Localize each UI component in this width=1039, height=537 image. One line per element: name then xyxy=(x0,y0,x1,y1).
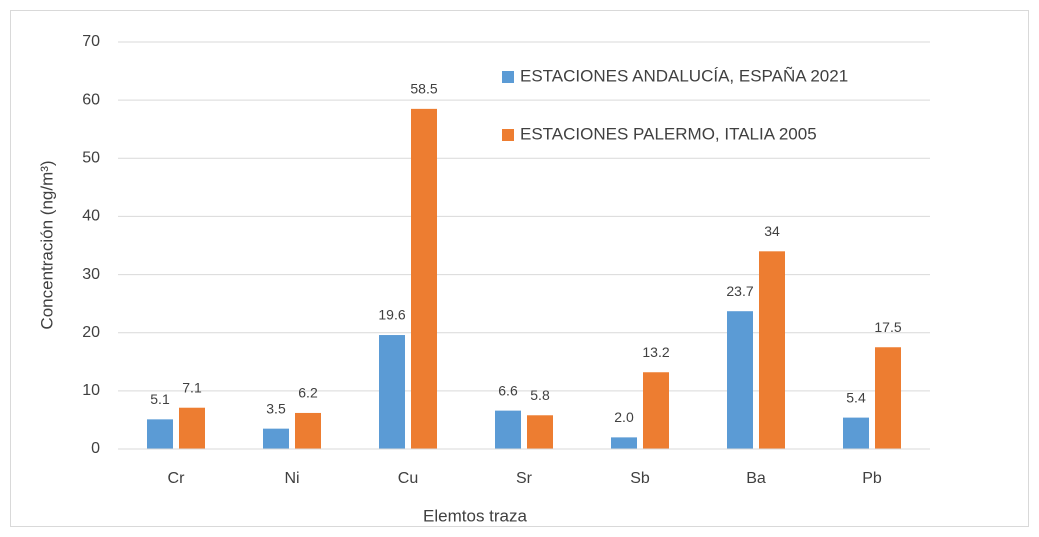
value-label: 7.1 xyxy=(182,379,202,395)
y-axis-title: Concentración (ng/m³) xyxy=(37,160,56,329)
value-label: 34 xyxy=(764,223,780,239)
value-label: 13.2 xyxy=(642,344,669,360)
value-label: 5.1 xyxy=(150,391,170,407)
x-tick-label: Cr xyxy=(168,470,186,487)
bar xyxy=(611,437,637,449)
legend-swatch xyxy=(502,129,514,141)
y-tick-label: 70 xyxy=(82,33,100,50)
bar xyxy=(411,108,437,449)
legend-swatch xyxy=(502,71,514,83)
x-tick-label: Pb xyxy=(862,470,882,487)
y-tick-label: 60 xyxy=(82,91,100,108)
bar xyxy=(147,419,173,449)
bar xyxy=(179,407,205,449)
y-tick-label: 20 xyxy=(82,324,100,341)
bar xyxy=(759,251,785,449)
value-label: 6.2 xyxy=(298,385,318,401)
x-tick-label: Cu xyxy=(398,470,418,487)
bar xyxy=(727,311,753,449)
value-label: 23.7 xyxy=(726,283,753,299)
y-tick-label: 30 xyxy=(82,266,100,283)
value-label: 3.5 xyxy=(266,400,286,416)
x-tick-label: Ni xyxy=(284,470,299,487)
x-tick-label: Sr xyxy=(516,470,533,487)
x-tick-label: Ba xyxy=(746,470,766,487)
value-label: 6.6 xyxy=(498,382,518,398)
bar xyxy=(263,428,289,449)
y-tick-label: 50 xyxy=(82,150,100,167)
value-label: 5.4 xyxy=(846,389,866,405)
y-tick-label: 10 xyxy=(82,382,100,399)
bar xyxy=(843,417,869,449)
x-tick-label: Sb xyxy=(630,470,650,487)
bar xyxy=(527,415,553,449)
legend-label: ESTACIONES PALERMO, ITALIA 2005 xyxy=(520,124,817,143)
bar xyxy=(295,412,321,449)
y-tick-label: 0 xyxy=(91,440,100,457)
value-label: 17.5 xyxy=(874,319,901,335)
bar xyxy=(875,347,901,449)
value-label: 5.8 xyxy=(530,387,550,403)
bar xyxy=(495,410,521,449)
bar xyxy=(379,335,405,449)
x-axis-title: Elemtos traza xyxy=(423,506,527,525)
y-tick-label: 40 xyxy=(82,208,100,225)
value-label: 2.0 xyxy=(614,409,634,425)
value-label: 58.5 xyxy=(410,81,437,97)
bar xyxy=(643,372,669,449)
legend-label: ESTACIONES ANDALUCÍA, ESPAÑA 2021 xyxy=(520,66,848,85)
value-label: 19.6 xyxy=(378,307,405,323)
